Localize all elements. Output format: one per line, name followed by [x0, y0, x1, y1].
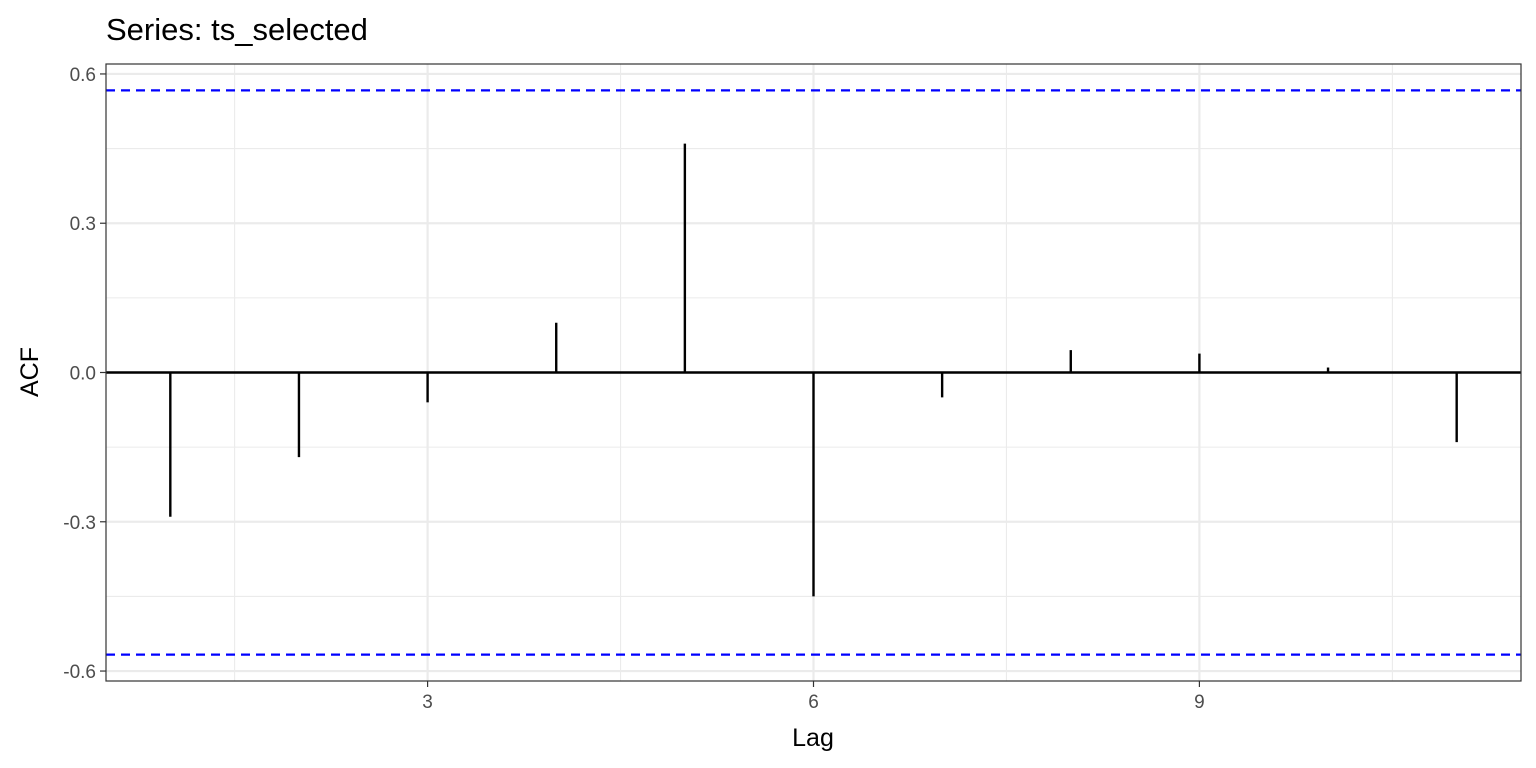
y-tick-label: -0.3 — [63, 513, 96, 534]
y-tick-label: 0.6 — [70, 65, 96, 86]
y-tick-label: -0.6 — [63, 662, 96, 683]
plot-panel — [105, 63, 1522, 682]
y-tick-label: 0.3 — [70, 214, 96, 235]
acf-bars — [169, 143, 1458, 597]
x-tick-label: 3 — [422, 692, 433, 713]
chart-title: Series: ts_selected — [106, 12, 368, 47]
confidence-bounds — [106, 89, 1521, 656]
y-axis-title: ACF — [16, 347, 44, 397]
x-axis: 3 6 9 — [422, 681, 1205, 713]
y-tick-label: 0.0 — [70, 364, 96, 385]
x-tick-label: 6 — [808, 692, 819, 713]
x-axis-title: Lag — [792, 724, 834, 752]
x-tick-label: 9 — [1194, 692, 1205, 713]
y-axis: -0.6 -0.3 0.0 0.3 0.6 — [63, 65, 106, 683]
